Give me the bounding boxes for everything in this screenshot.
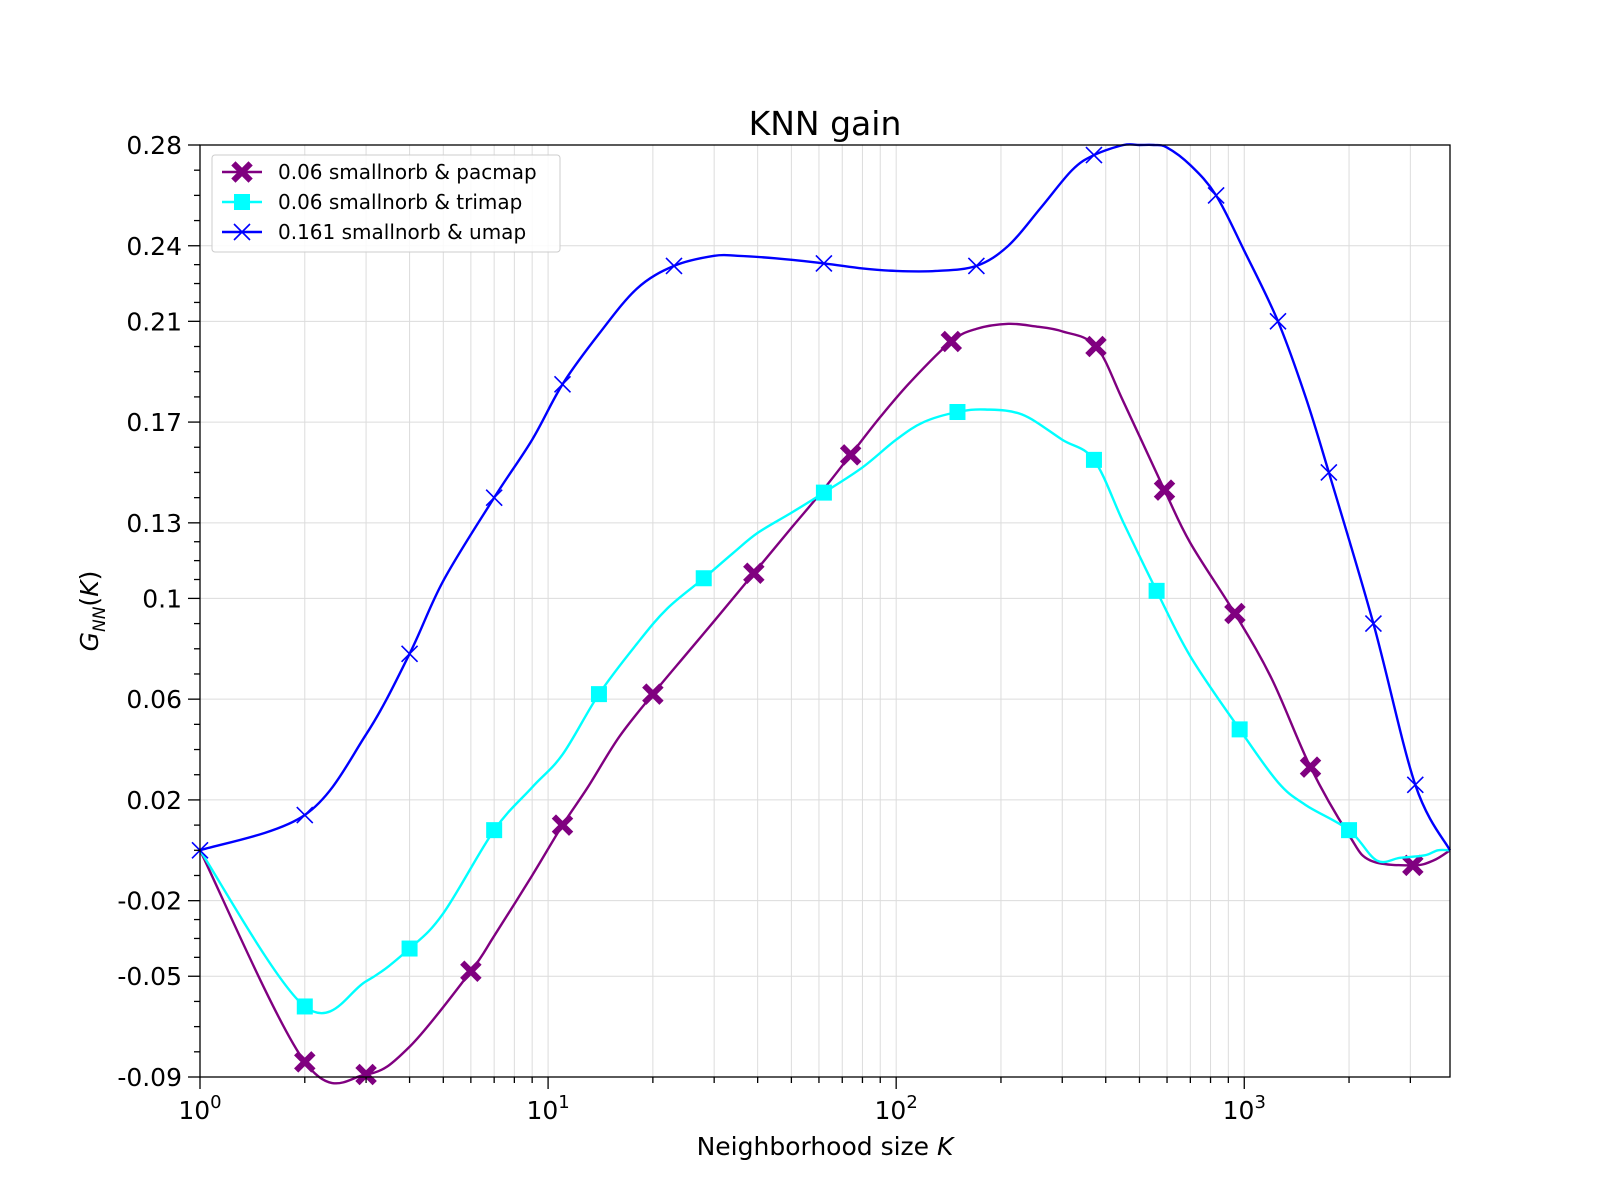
data-point — [1231, 721, 1248, 738]
data-point — [590, 686, 607, 703]
data-point — [1085, 335, 1107, 358]
data-point — [294, 1051, 316, 1073]
x-tick-label: 103 — [1223, 1092, 1266, 1125]
chart-title: KNN gain — [749, 104, 902, 143]
data-point — [485, 489, 503, 507]
data-point — [665, 257, 683, 275]
data-point — [553, 375, 572, 393]
y-tick-label: 0.28 — [126, 131, 182, 160]
data-point — [1406, 776, 1424, 794]
legend-marker — [233, 223, 251, 241]
legend-label: 0.06 smallnorb & trimap — [278, 190, 522, 214]
data-point — [1085, 146, 1103, 164]
data-point — [1207, 186, 1225, 204]
data-point — [460, 960, 482, 982]
y-tick-label: -0.02 — [117, 887, 182, 916]
series-2 — [199, 404, 1451, 1015]
data-point — [1085, 451, 1102, 468]
y-axis-label: GNN(K) — [75, 571, 110, 652]
plot-frame — [199, 144, 1451, 1078]
data-point — [1269, 312, 1287, 330]
y-tick-label: -0.05 — [117, 962, 182, 991]
data-point — [695, 570, 712, 587]
data-point — [401, 645, 419, 663]
y-tick-label: 0.06 — [126, 685, 182, 714]
data-point — [486, 822, 503, 839]
data-point — [967, 257, 985, 275]
legend-item: 0.06 smallnorb & pacmap — [222, 160, 537, 184]
series-line — [198, 322, 1451, 1085]
x-tick-label: 100 — [178, 1092, 221, 1125]
legend-item: 0.161 smallnorb & umap — [222, 220, 526, 244]
x-tick-label: 101 — [526, 1092, 569, 1125]
data-point — [551, 814, 574, 836]
data-point — [743, 562, 765, 584]
data-point — [401, 940, 418, 957]
data-point — [815, 484, 832, 501]
legend-marker — [234, 194, 250, 210]
x-tick-label: 102 — [875, 1092, 918, 1125]
y-tick-label: 0.21 — [126, 307, 182, 336]
data-point — [1320, 463, 1338, 482]
y-tick-label: 0.13 — [126, 509, 182, 538]
data-point — [815, 254, 833, 272]
data-point — [296, 998, 313, 1015]
legend-label: 0.161 smallnorb & umap — [278, 220, 526, 244]
axis-ticks: -0.09 -0.05 -0.02 0.02 0.06 0.1 0.13 0.17 0.21 0.… — [117, 131, 1411, 1125]
series-1 — [198, 322, 1451, 1086]
legend-label: 0.06 smallnorb & pacmap — [278, 160, 537, 184]
data-point — [940, 330, 963, 353]
data-point — [839, 444, 862, 466]
x-axis-label: Neighborhood size K — [697, 1132, 956, 1161]
data-point — [949, 404, 966, 421]
data-point — [1341, 822, 1358, 839]
y-tick-label: 0.1 — [142, 584, 182, 613]
data-point — [1148, 582, 1165, 599]
y-tick-label: 0.24 — [126, 232, 182, 261]
data-point — [1224, 602, 1246, 625]
y-tick-label: 0.17 — [126, 408, 182, 437]
legend-marker — [231, 161, 253, 183]
data-point — [296, 806, 314, 824]
data-point — [1364, 615, 1382, 633]
data-point — [1402, 854, 1424, 877]
y-tick-label: 0.02 — [126, 786, 182, 815]
legend: 0.06 smallnorb & pacmap 0.06 smallnorb & … — [211, 154, 561, 253]
legend-item: 0.06 smallnorb & trimap — [222, 190, 522, 214]
data-point — [642, 683, 664, 705]
legend-box — [211, 154, 561, 253]
series-layer — [191, 143, 1452, 1086]
data-point — [1299, 756, 1322, 778]
y-tick-label: -0.09 — [117, 1063, 182, 1092]
data-point — [355, 1063, 377, 1086]
data-point — [1153, 479, 1176, 501]
